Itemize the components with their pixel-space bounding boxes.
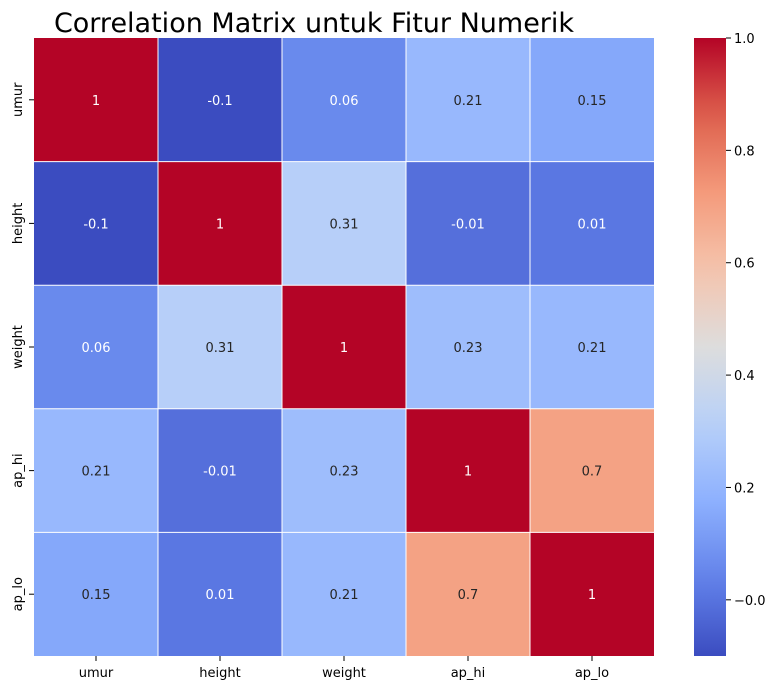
cell-annotation: 0.21 <box>330 588 359 603</box>
cell-annotation: 1 <box>340 341 348 356</box>
cell-annotation: -0.1 <box>83 217 108 232</box>
heatmap-cell-weight-weight <box>282 285 406 409</box>
cell-annotation: 0.06 <box>82 341 111 356</box>
cell-annotation: 0.21 <box>82 465 111 480</box>
colorbar-tick-label: 1.0 <box>734 32 755 47</box>
cell-annotation: 0.7 <box>582 465 603 480</box>
colorbar-tick-label: 0.6 <box>734 257 755 272</box>
colorbar <box>694 38 726 656</box>
cell-annotation: -0.1 <box>207 94 232 109</box>
heatmap-cell-weight-height <box>158 285 282 409</box>
x-tick-label: height <box>199 666 240 681</box>
cell-annotation: 0.15 <box>578 94 607 109</box>
heatmap-cell-ap_hi-ap_lo <box>530 408 654 533</box>
x-tick-label: ap_hi <box>451 666 486 681</box>
x-tick-label: weight <box>322 666 366 681</box>
colorbar-tick-label: −0.0 <box>734 594 765 609</box>
x-tick-label: ap_lo <box>575 666 609 681</box>
heatmap-cell-umur-umur <box>34 38 158 162</box>
cell-annotation: 1 <box>588 588 596 603</box>
chart-title: Correlation Matrix untuk Fitur Numerik <box>54 8 574 39</box>
cell-annotation: -0.01 <box>451 217 485 232</box>
heatmap-cell-height-umur <box>34 161 158 286</box>
heatmap-cell-ap_hi-ap_hi <box>406 408 530 533</box>
heatmap-cell-ap_lo-umur <box>34 532 158 656</box>
heatmap-cell-ap_lo-ap_lo <box>530 532 654 656</box>
cell-annotation: 0.01 <box>206 588 235 603</box>
heatmap-cell-height-height <box>158 161 282 286</box>
heatmap-cell-ap_lo-weight <box>282 532 406 656</box>
cell-annotation: 0.21 <box>578 341 607 356</box>
cell-annotation: 0.23 <box>454 341 483 356</box>
heatmap-cell-weight-umur <box>34 285 158 409</box>
heatmap-cell-ap_lo-height <box>158 532 282 656</box>
heatmap-cell-umur-ap_lo <box>530 38 654 162</box>
y-tick-label: weight <box>11 325 26 369</box>
heatmap-cell-height-weight <box>282 161 406 286</box>
heatmap-cell-ap_hi-height <box>158 408 282 533</box>
y-tick-label: ap_lo <box>11 577 26 611</box>
heatmap-cell-weight-ap_lo <box>530 285 654 409</box>
heatmap-cell-umur-weight <box>282 38 406 162</box>
y-tick-label: umur <box>11 82 26 117</box>
cell-annotation: 0.15 <box>82 588 111 603</box>
cell-annotation: -0.01 <box>203 465 237 480</box>
heatmap-cell-umur-height <box>158 38 282 162</box>
cell-annotation: 0.01 <box>578 217 607 232</box>
heatmap-cell-ap_hi-weight <box>282 408 406 533</box>
cell-annotation: 1 <box>92 94 100 109</box>
cell-annotation: 1 <box>464 465 472 480</box>
heatmap-cell-umur-ap_hi <box>406 38 530 162</box>
x-tick-label: umur <box>79 666 114 681</box>
heatmap-cell-ap_hi-umur <box>34 408 158 533</box>
cell-annotation: 0.7 <box>458 588 479 603</box>
cell-annotation: 1 <box>216 217 224 232</box>
y-tick-label: height <box>11 203 26 244</box>
cell-annotation: 0.06 <box>330 94 359 109</box>
heatmap-cell-height-ap_lo <box>530 161 654 286</box>
cell-annotation: 0.23 <box>330 465 359 480</box>
colorbar-tick-label: 0.8 <box>734 144 755 159</box>
colorbar-tick-label: 0.2 <box>734 481 755 496</box>
cell-annotation: 0.31 <box>206 341 235 356</box>
colorbar-tick-label: 0.4 <box>734 369 755 384</box>
heatmap-cell-height-ap_hi <box>406 161 530 286</box>
cell-annotation: 0.31 <box>330 217 359 232</box>
y-tick-label: ap_hi <box>11 453 26 488</box>
heatmap-cell-ap_lo-ap_hi <box>406 532 530 656</box>
cell-annotation: 0.21 <box>454 94 483 109</box>
heatmap-cell-weight-ap_hi <box>406 285 530 409</box>
